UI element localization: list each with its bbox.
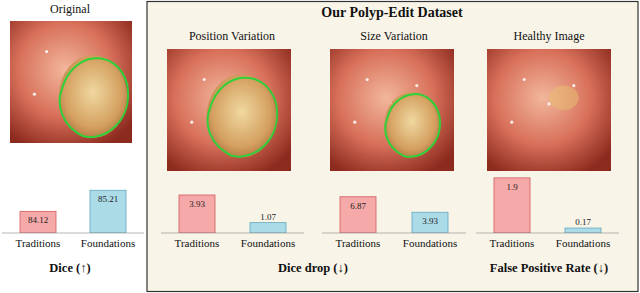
category-label: Traditions <box>336 237 381 249</box>
image-background <box>330 49 454 171</box>
labels: 1.9 Traditions 0.17 Foundations <box>490 182 611 249</box>
bar <box>250 223 286 233</box>
endoscopy-image <box>330 49 454 171</box>
polyp <box>385 92 440 158</box>
data-label: 84.12 <box>28 215 48 225</box>
bar <box>412 212 448 233</box>
bars <box>20 190 126 233</box>
bar <box>20 211 56 233</box>
axis-label: False Positive Rate (↓) <box>490 261 608 275</box>
highlight <box>353 121 356 124</box>
axis-label: Dice drop (↓) <box>278 261 348 275</box>
bar <box>340 197 376 233</box>
bar <box>494 178 530 233</box>
highlight <box>415 84 418 87</box>
data-label: 3.93 <box>422 216 438 226</box>
data-label: 1.9 <box>506 182 518 192</box>
bars <box>494 178 601 233</box>
highlight <box>33 93 36 96</box>
chart-title: Healthy Image <box>514 29 585 43</box>
category-label: Foundations <box>403 237 457 249</box>
highlight <box>203 78 206 81</box>
dataset-box <box>147 2 638 292</box>
data-label: 85.21 <box>98 194 118 204</box>
polyp-contour <box>208 78 278 157</box>
highlight <box>190 121 193 124</box>
baseline <box>322 233 466 234</box>
bars <box>340 197 448 233</box>
endoscopy-image <box>167 49 291 171</box>
data-label: 6.87 <box>350 201 366 211</box>
category-label: Traditions <box>490 237 535 249</box>
image-background <box>487 49 611 171</box>
chart-title: Position Variation <box>189 29 275 43</box>
category-label: Traditions <box>16 237 61 249</box>
data-label: 1.07 <box>260 212 276 222</box>
bar <box>565 228 601 233</box>
data-label: 0.17 <box>575 217 591 227</box>
highlight <box>45 50 48 53</box>
polyp-contour <box>60 58 128 137</box>
polyp <box>207 75 276 158</box>
data-label: 3.93 <box>189 199 205 209</box>
box-title: Our Polyp-Edit Dataset <box>321 5 463 20</box>
highlight <box>572 84 575 87</box>
labels: 84.12 Traditions 85.21 Foundations <box>16 194 136 249</box>
highlight <box>523 78 526 81</box>
category-label: Traditions <box>175 237 220 249</box>
highlight <box>366 78 369 81</box>
image-background <box>10 21 132 143</box>
image-background <box>167 49 291 171</box>
category-label: Foundations <box>81 237 135 249</box>
faint-patch <box>549 86 579 110</box>
baseline <box>2 233 144 234</box>
highlight <box>510 121 513 124</box>
chart-title: Original <box>50 2 91 16</box>
category-label: Foundations <box>241 237 295 249</box>
axis-label: Dice (↑) <box>49 261 90 275</box>
chart-title: Size Variation <box>360 29 427 43</box>
polyp <box>59 55 127 138</box>
labels: 6.87 Traditions 3.93 Foundations <box>336 201 458 249</box>
polyp-contour <box>385 94 440 157</box>
bar <box>179 195 215 233</box>
bar <box>90 190 126 233</box>
baseline <box>476 233 619 234</box>
category-label: Foundations <box>556 237 610 249</box>
highlight <box>547 102 550 105</box>
labels: 3.93 Traditions 1.07 Foundations <box>175 199 296 249</box>
endoscopy-image <box>10 21 132 143</box>
bars <box>179 195 286 233</box>
baseline <box>161 233 304 234</box>
endoscopy-image <box>487 49 611 171</box>
